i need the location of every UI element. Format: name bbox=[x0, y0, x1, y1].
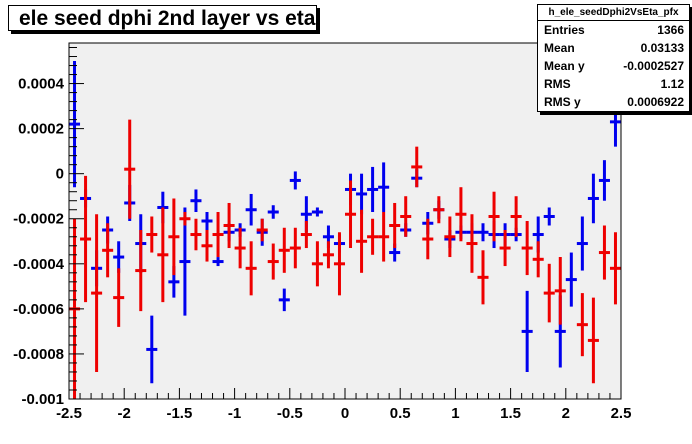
stats-box: h_ele_seedDphi2VsEta_pfx Entries 1366 Me… bbox=[537, 4, 690, 112]
stats-row-mean-y: Mean y -0.0002527 bbox=[538, 57, 689, 75]
x-tick-label: 2.5 bbox=[611, 405, 632, 422]
x-tick-label: -0.5 bbox=[277, 405, 303, 422]
x-tick-label: -1.5 bbox=[166, 405, 192, 422]
y-tick-label: -0.0002 bbox=[13, 211, 64, 228]
stats-label: RMS bbox=[544, 77, 571, 91]
y-tick-label: 0 bbox=[56, 166, 64, 183]
x-tick-label: -1 bbox=[228, 405, 241, 422]
chart-title: ele seed dphi 2nd layer vs eta bbox=[19, 7, 316, 30]
y-tick-label: 0.0004 bbox=[18, 76, 65, 93]
x-tick-label: -2.5 bbox=[56, 405, 82, 422]
x-tick-label: 2 bbox=[562, 405, 570, 422]
stats-label: Mean y bbox=[544, 59, 585, 73]
x-tick-label: 1 bbox=[451, 405, 459, 422]
x-tick-label: -2 bbox=[118, 405, 131, 422]
y-tick-label: -0.0006 bbox=[13, 301, 64, 318]
x-tick-label: 0.5 bbox=[390, 405, 411, 422]
y-tick-label: -0.001 bbox=[21, 391, 64, 408]
stats-value: 1366 bbox=[657, 23, 684, 37]
chart-title-box: ele seed dphi 2nd layer vs eta bbox=[8, 5, 317, 31]
stats-value: 1.12 bbox=[660, 77, 684, 91]
y-tick-label: -0.0004 bbox=[13, 256, 65, 273]
y-tick-label: 0.0002 bbox=[18, 121, 64, 138]
stats-row-rms: RMS 1.12 bbox=[538, 75, 689, 93]
stats-label: RMS y bbox=[544, 95, 581, 109]
stats-label: Mean bbox=[544, 41, 575, 55]
stats-row-entries: Entries 1366 bbox=[538, 21, 689, 39]
stats-row-rms-y: RMS y 0.0006922 bbox=[538, 93, 689, 111]
stats-row-mean: Mean 0.03133 bbox=[538, 39, 689, 57]
stats-value: 0.03133 bbox=[640, 41, 684, 55]
x-tick-label: 0 bbox=[341, 405, 349, 422]
stats-value: -0.0002527 bbox=[623, 59, 684, 73]
series-red bbox=[69, 45, 621, 399]
stats-histogram-name: h_ele_seedDphi2VsEta_pfx bbox=[538, 5, 689, 21]
x-tick-label: 1.5 bbox=[500, 405, 521, 422]
plot-frame-bg bbox=[69, 43, 621, 399]
stats-value: 0.0006922 bbox=[627, 95, 684, 109]
stats-label: Entries bbox=[544, 23, 585, 37]
y-tick-label: -0.0008 bbox=[13, 346, 64, 363]
